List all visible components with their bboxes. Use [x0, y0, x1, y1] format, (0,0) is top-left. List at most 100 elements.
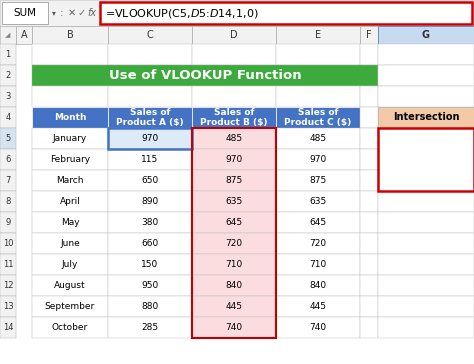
- FancyBboxPatch shape: [192, 275, 276, 296]
- FancyBboxPatch shape: [100, 2, 472, 24]
- Text: C5,: C5,: [426, 131, 441, 140]
- FancyBboxPatch shape: [108, 233, 192, 254]
- FancyBboxPatch shape: [360, 296, 378, 317]
- Text: 12: 12: [3, 281, 13, 290]
- FancyBboxPatch shape: [108, 107, 192, 128]
- FancyBboxPatch shape: [2, 2, 48, 24]
- FancyBboxPatch shape: [192, 254, 276, 275]
- FancyBboxPatch shape: [0, 212, 16, 233]
- FancyBboxPatch shape: [276, 212, 360, 233]
- FancyBboxPatch shape: [360, 317, 378, 338]
- FancyBboxPatch shape: [108, 296, 192, 317]
- FancyBboxPatch shape: [192, 149, 276, 170]
- FancyBboxPatch shape: [32, 233, 108, 254]
- FancyBboxPatch shape: [378, 233, 474, 254]
- Text: Month: Month: [54, 113, 86, 122]
- FancyBboxPatch shape: [108, 275, 192, 296]
- FancyBboxPatch shape: [0, 65, 16, 86]
- FancyBboxPatch shape: [32, 26, 108, 44]
- FancyBboxPatch shape: [276, 170, 360, 191]
- FancyBboxPatch shape: [0, 128, 16, 149]
- FancyBboxPatch shape: [108, 191, 192, 212]
- Text: 10: 10: [3, 239, 13, 248]
- Text: 720: 720: [226, 239, 243, 248]
- FancyBboxPatch shape: [32, 149, 108, 170]
- FancyBboxPatch shape: [360, 128, 378, 149]
- FancyBboxPatch shape: [360, 170, 378, 191]
- FancyBboxPatch shape: [360, 254, 378, 275]
- Text: 380: 380: [141, 218, 159, 227]
- Text: ◢: ◢: [5, 32, 11, 38]
- FancyBboxPatch shape: [0, 26, 16, 44]
- FancyBboxPatch shape: [0, 233, 16, 254]
- FancyBboxPatch shape: [378, 65, 474, 86]
- Text: fx: fx: [87, 8, 97, 18]
- FancyBboxPatch shape: [0, 107, 16, 128]
- Text: 970: 970: [310, 155, 327, 164]
- FancyBboxPatch shape: [192, 317, 276, 338]
- Text: 7: 7: [5, 176, 11, 185]
- Text: =VLOOKUP(: =VLOOKUP(: [382, 131, 438, 140]
- Text: 8: 8: [5, 197, 11, 206]
- FancyBboxPatch shape: [276, 26, 360, 44]
- Text: 710: 710: [310, 260, 327, 269]
- FancyBboxPatch shape: [32, 254, 108, 275]
- Text: 14: 14: [3, 323, 13, 332]
- FancyBboxPatch shape: [108, 128, 192, 149]
- Text: 4: 4: [5, 113, 10, 122]
- Text: 740: 740: [226, 323, 243, 332]
- FancyBboxPatch shape: [108, 149, 192, 170]
- FancyBboxPatch shape: [378, 275, 474, 296]
- Text: October: October: [52, 323, 88, 332]
- FancyBboxPatch shape: [378, 128, 474, 191]
- FancyBboxPatch shape: [192, 212, 276, 233]
- Text: 650: 650: [141, 176, 159, 185]
- FancyBboxPatch shape: [378, 212, 474, 233]
- Text: 5: 5: [5, 134, 10, 143]
- Text: B: B: [67, 30, 73, 40]
- Text: 9: 9: [5, 218, 10, 227]
- Text: May: May: [61, 218, 79, 227]
- FancyBboxPatch shape: [192, 86, 276, 107]
- FancyBboxPatch shape: [378, 254, 474, 275]
- Text: 880: 880: [141, 302, 159, 311]
- FancyBboxPatch shape: [32, 86, 108, 107]
- Text: 0): 0): [382, 173, 392, 182]
- Text: 150: 150: [141, 260, 159, 269]
- Text: 970: 970: [141, 134, 159, 143]
- Text: 875: 875: [225, 176, 243, 185]
- Text: March: March: [56, 176, 84, 185]
- FancyBboxPatch shape: [108, 317, 192, 338]
- FancyBboxPatch shape: [192, 26, 276, 44]
- Text: 6: 6: [5, 155, 11, 164]
- Text: Sales of
Product C ($): Sales of Product C ($): [284, 108, 352, 127]
- Text: Sales of
Product A ($): Sales of Product A ($): [116, 108, 184, 127]
- Text: SUM: SUM: [13, 8, 36, 18]
- Text: 950: 950: [141, 281, 159, 290]
- FancyBboxPatch shape: [378, 149, 474, 170]
- Text: 645: 645: [310, 218, 327, 227]
- Text: 740: 740: [310, 323, 327, 332]
- Text: January: January: [53, 134, 87, 143]
- FancyBboxPatch shape: [0, 275, 16, 296]
- FancyBboxPatch shape: [0, 86, 16, 107]
- Text: 645: 645: [226, 218, 243, 227]
- FancyBboxPatch shape: [360, 107, 378, 128]
- FancyBboxPatch shape: [32, 107, 108, 128]
- Text: 13: 13: [3, 302, 13, 311]
- FancyBboxPatch shape: [192, 44, 276, 65]
- Text: A: A: [21, 30, 27, 40]
- FancyBboxPatch shape: [108, 212, 192, 233]
- Text: 840: 840: [310, 281, 327, 290]
- FancyBboxPatch shape: [32, 275, 108, 296]
- FancyBboxPatch shape: [108, 170, 192, 191]
- FancyBboxPatch shape: [192, 170, 276, 191]
- Text: 485: 485: [226, 134, 243, 143]
- FancyBboxPatch shape: [32, 296, 108, 317]
- FancyBboxPatch shape: [378, 26, 474, 44]
- FancyBboxPatch shape: [378, 44, 474, 65]
- FancyBboxPatch shape: [0, 0, 474, 26]
- Text: August: August: [54, 281, 86, 290]
- Text: February: February: [50, 155, 90, 164]
- Text: September: September: [45, 302, 95, 311]
